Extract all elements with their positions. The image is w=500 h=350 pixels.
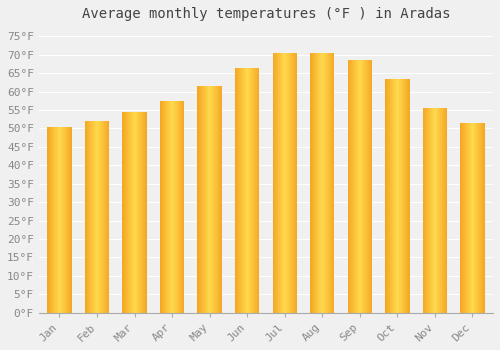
Title: Average monthly temperatures (°F ) in Aradas: Average monthly temperatures (°F ) in Ar… xyxy=(82,7,450,21)
